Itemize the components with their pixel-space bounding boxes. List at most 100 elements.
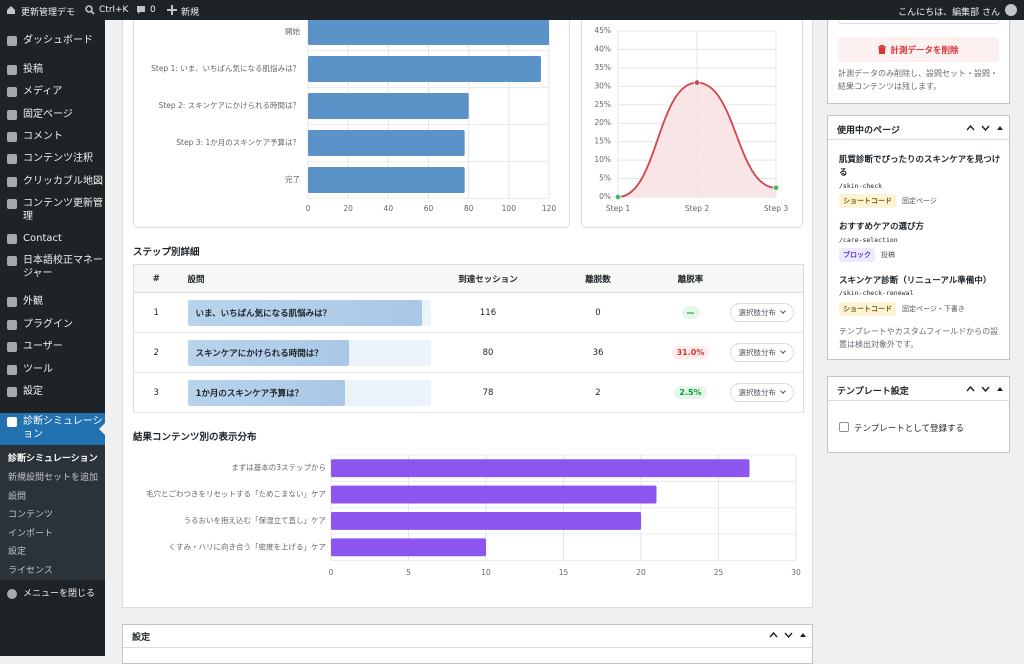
menu-icon (7, 417, 17, 427)
submenu-item[interactable]: ライセンス (8, 566, 53, 576)
menu-item[interactable]: 外観 (23, 296, 43, 307)
menu-icon (7, 342, 17, 352)
distribution-button[interactable]: 選択肢分布 (729, 303, 794, 322)
category-label: Step 1: いま、いちばん気になる肌悩みは？ (151, 63, 300, 73)
page-slug: /skin-check (839, 182, 883, 190)
x-tick-label: 30 (791, 568, 801, 577)
rate-cell: 2.5% (660, 372, 721, 413)
distribution-button[interactable]: 選択肢分布 (729, 343, 794, 362)
menu-item[interactable]: プラグイン (23, 319, 73, 330)
page-title[interactable]: 肌質診断でぴったりのスキンケアを見つける (839, 155, 1001, 178)
new-link[interactable]: 新規 (181, 8, 200, 18)
point (772, 184, 780, 191)
delete-label: 計測データを削除 (890, 46, 959, 56)
checkbox-label[interactable]: テンプレートとして登録する (854, 424, 964, 434)
y-tick-label: 20% (594, 118, 611, 127)
box-header: 使用中のページ (828, 116, 1009, 140)
submenu-item[interactable]: 設定 (8, 547, 27, 557)
sessions: 116 (440, 292, 536, 333)
menu-item[interactable]: メディア (23, 86, 63, 97)
menu-item[interactable]: コンテンツ更新管理 (23, 198, 103, 222)
column-header: 離脱率 (660, 264, 721, 293)
menu-item[interactable]: ユーザー (23, 341, 63, 352)
bar (308, 93, 469, 119)
column-header: 設問 (178, 264, 441, 293)
y-tick-label: 30% (594, 81, 611, 90)
submenu-item[interactable]: 新規設問セットを追加 (8, 473, 99, 483)
submenu-item[interactable]: インポート (8, 529, 54, 539)
funnel-chart: 0 20 40 60 80 100 120 開始 Step 1: いま、いちばん気になる肌悩みは… (151, 13, 556, 213)
x-tick-label: Step 1 (606, 204, 630, 213)
menu-icon (7, 387, 17, 397)
method-badge: ショートコード (839, 302, 896, 316)
question: スキンケアにかけられる時間は？ (195, 348, 323, 359)
search-shortcut[interactable]: Ctrl+K (99, 5, 129, 15)
menu-item[interactable]: コンテンツ注釈 (23, 153, 93, 164)
action-cell: 選択肢分布 (720, 332, 804, 373)
box-controls[interactable] (966, 123, 1006, 133)
menu-icon (7, 365, 17, 375)
rate-cell: — (660, 292, 721, 333)
menu-item[interactable]: 固定ページ (23, 109, 73, 120)
dropoff-chart: 0% 5% 10% 15% 20% 25% 30% 35% 40% 45% Step 1 Step 2… (594, 26, 788, 213)
menu-icon (7, 36, 17, 46)
row-number: 2 (133, 332, 179, 373)
menu-item[interactable]: 投稿 (23, 64, 43, 75)
y-tick-label: 25% (594, 100, 611, 109)
menu-item[interactable]: Contact (23, 233, 62, 244)
page-title[interactable]: スキンケア診断（リニューアル準備中） (839, 276, 992, 286)
delete-button[interactable]: 計測データを削除 (838, 37, 999, 62)
bar (331, 538, 486, 557)
submenu-item[interactable]: 設問 (8, 492, 27, 502)
column-header: 到達セッション (440, 264, 536, 293)
menu-icon (7, 154, 17, 164)
home-icon (7, 6, 15, 14)
measure-box: 計測データを削除 計測データのみ削除し、設問セット・設問・結果コンテンツは残しま… (827, 10, 1010, 104)
current-menu-item[interactable]: 診断シミュレーション (23, 416, 103, 440)
row-number: 1 (133, 292, 179, 333)
collapse-icon (7, 589, 17, 599)
admin-menu: ダッシュボード 投稿メディア固定ページコメントコンテンツ注釈 クリッカブル地図コンテ… (0, 20, 105, 656)
page-title[interactable]: おすすめケアの選び方 (839, 222, 925, 232)
dropout-rate: — (681, 306, 700, 319)
point (614, 193, 622, 201)
menu-item[interactable]: 日本語校正マネージャー (23, 255, 103, 279)
dropouts: 2 (535, 372, 661, 413)
search-icon (85, 5, 95, 15)
collapse-menu[interactable]: メニューを閉じる (23, 589, 96, 599)
section-title: 結果コンテンツ別の表示分布 (133, 432, 257, 443)
x-tick-label: 10 (481, 568, 491, 577)
submenu-item[interactable]: コンテンツ (8, 510, 54, 520)
bar (308, 56, 541, 82)
category-label: うるおいを抱え込む「保湿立て直し」ケア (184, 515, 327, 525)
menu-icon (7, 234, 17, 244)
bar (331, 511, 641, 530)
menu-item[interactable]: コメント (23, 131, 63, 142)
menu-item[interactable]: ダッシュボード (23, 35, 93, 46)
method-badge: ブロック (839, 248, 875, 262)
pages-note: テンプレートやカスタムフィールドからの設置は検出対象外です。 (839, 327, 999, 349)
category-label: まずは基本の3ステップから (231, 462, 326, 472)
greeting[interactable]: こんにちは、編集部 さん (898, 8, 1000, 18)
comment-count[interactable]: 0 (150, 5, 156, 15)
section-title: ステップ別詳細 (133, 247, 200, 258)
menu-item[interactable]: ツール (23, 364, 53, 375)
menu-item[interactable]: クリッカブル地図 (23, 176, 103, 187)
panel-controls[interactable] (769, 630, 809, 640)
checkbox[interactable] (839, 422, 849, 432)
submenu-bg (0, 445, 105, 580)
x-tick-label: 40 (384, 204, 394, 213)
page-type: 投稿 (881, 251, 895, 259)
distribution-button[interactable]: 選択肢分布 (729, 383, 794, 402)
method-badge: ショートコード (839, 194, 896, 208)
x-tick-label: 20 (343, 204, 353, 213)
site-name[interactable]: 更新管理デモ (21, 8, 76, 18)
page-slug: /care-selection (839, 236, 898, 244)
table-header: # 設問 到達セッション 離脱数 離脱率 (133, 264, 804, 293)
menu-item[interactable]: 設定 (23, 386, 43, 397)
x-tick-label: 0 (306, 204, 311, 213)
bar (331, 459, 750, 478)
avatar[interactable] (1005, 4, 1017, 16)
submenu-item[interactable]: 診断シミュレーション (8, 454, 98, 464)
box-controls[interactable] (966, 384, 1006, 394)
